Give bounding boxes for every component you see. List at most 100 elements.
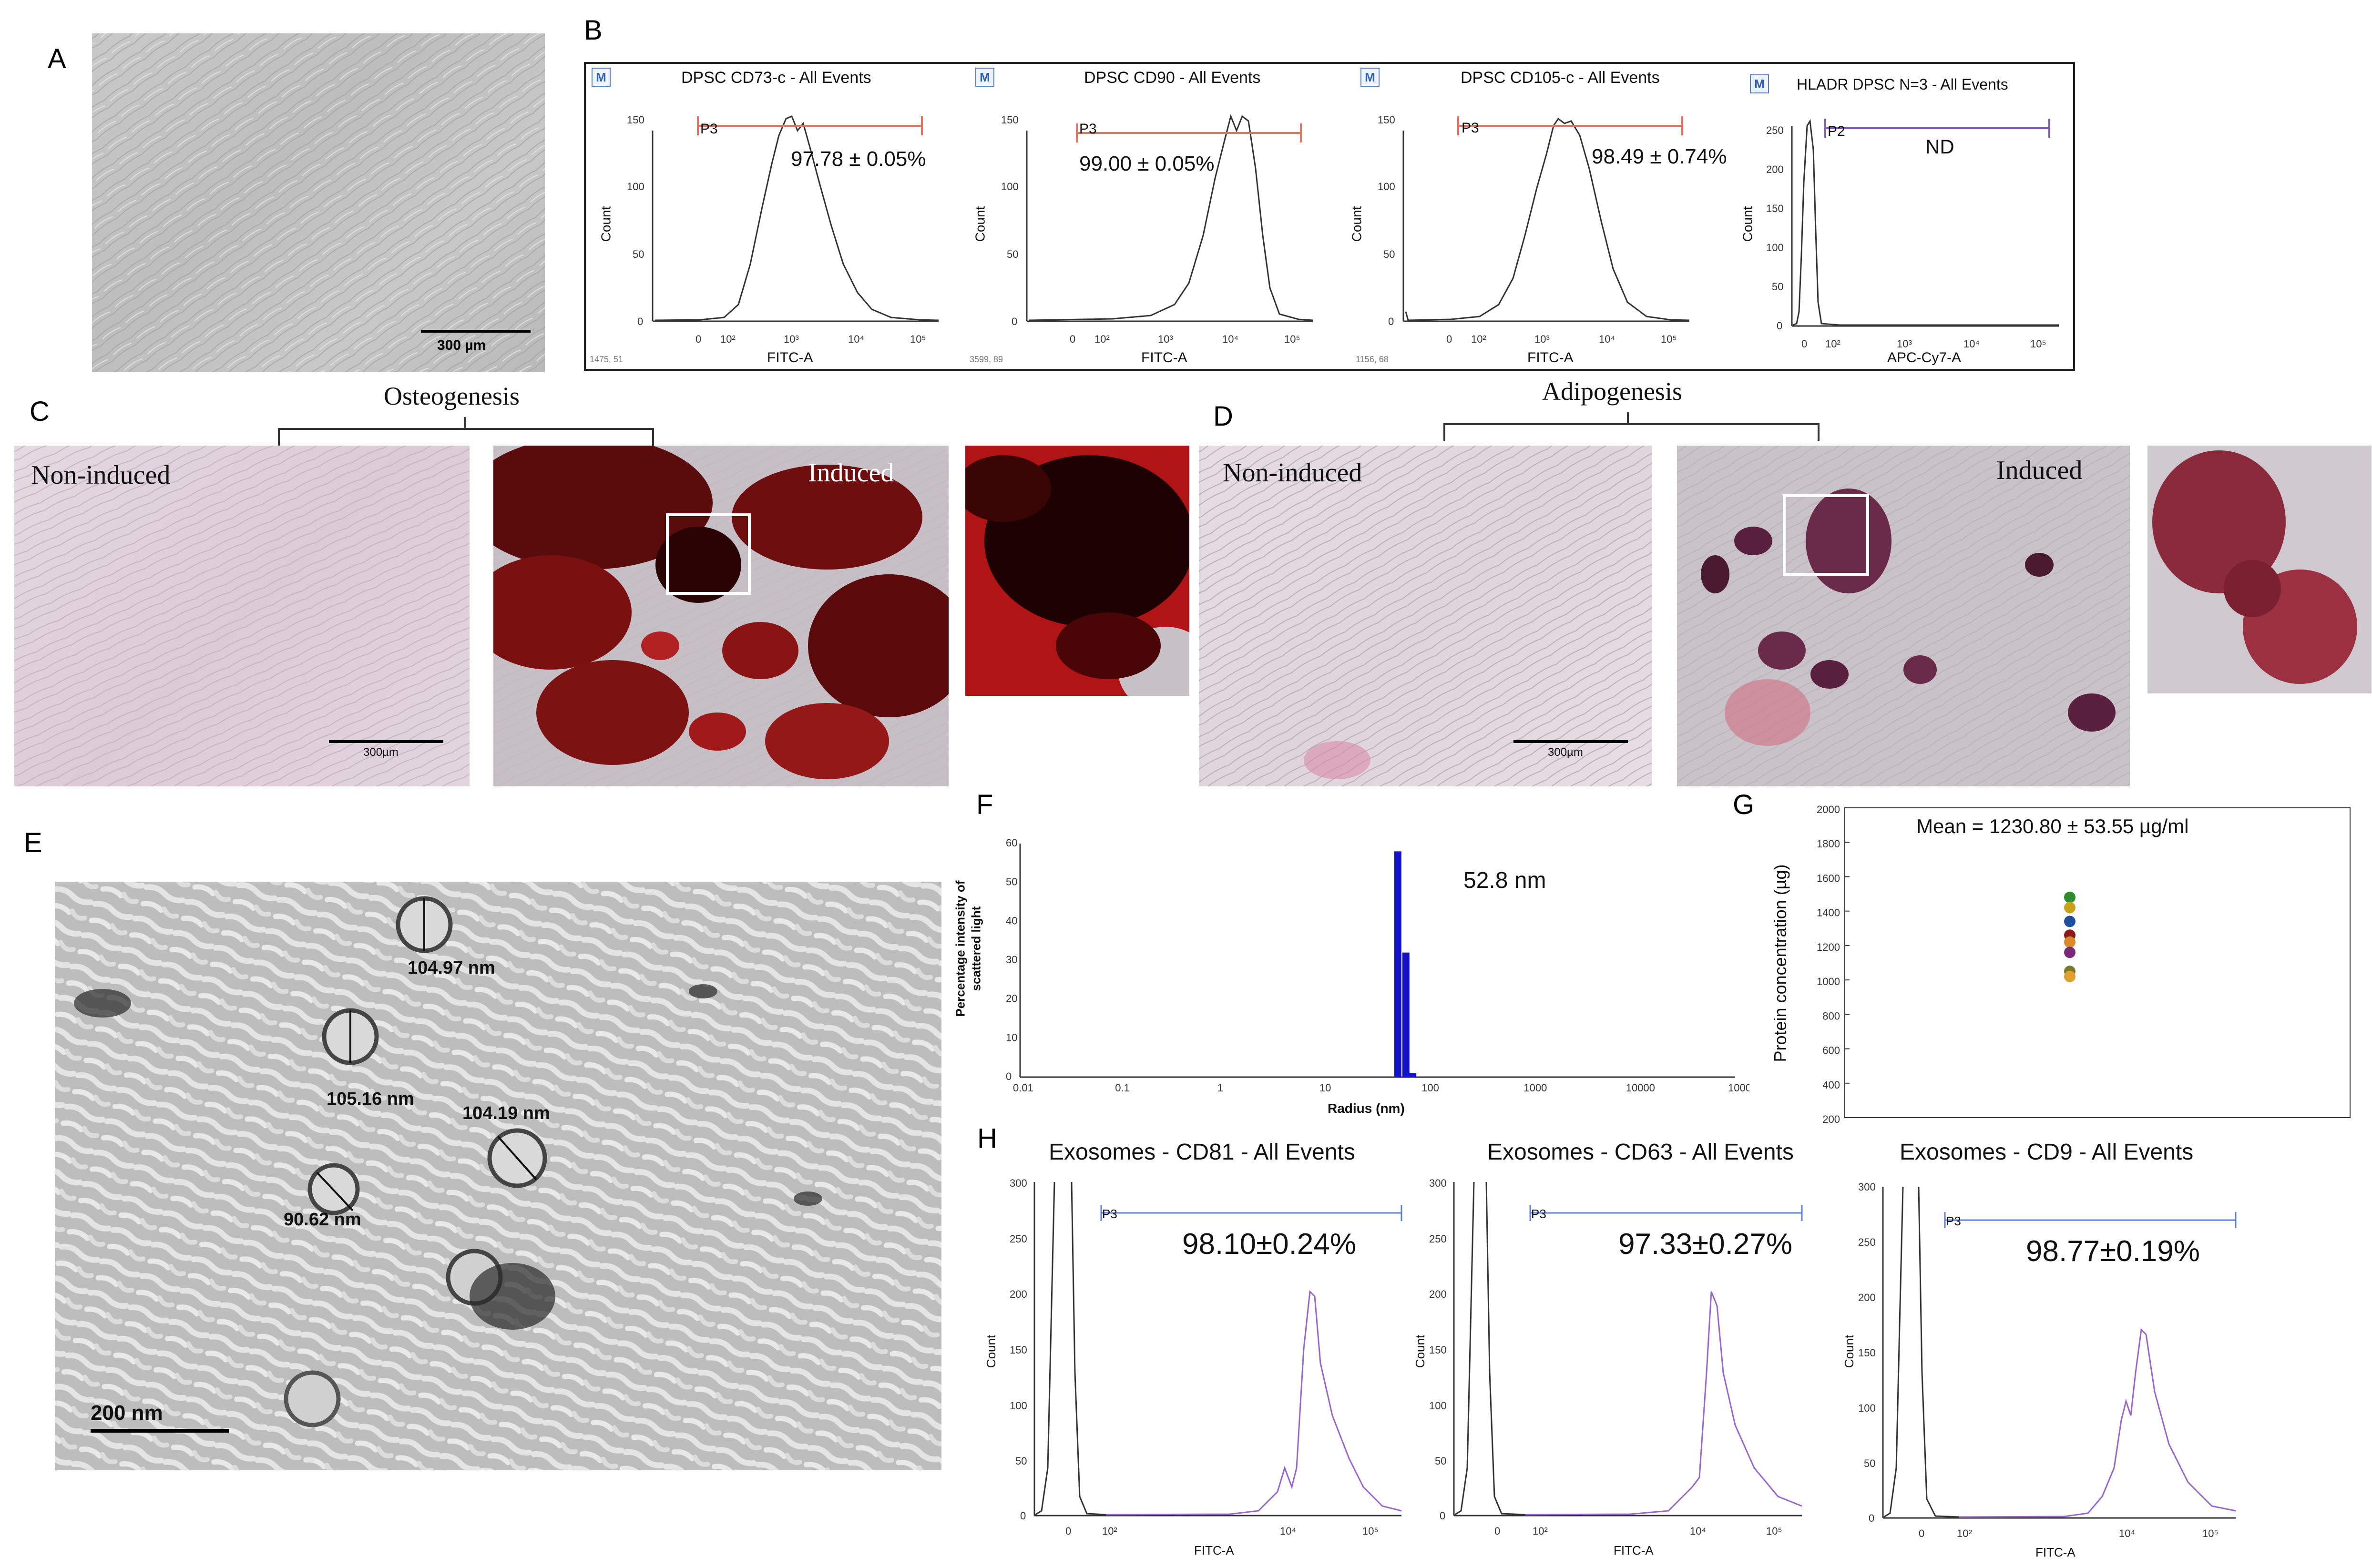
svg-text:250: 250 — [1858, 1236, 1876, 1248]
x-tick-label: 1000 — [1523, 1082, 1547, 1094]
svg-text:50: 50 — [1435, 1455, 1446, 1467]
svg-text:200: 200 — [1858, 1292, 1876, 1303]
percentage-value: ND — [1925, 135, 1954, 158]
measurement-label: 90.62 nm — [284, 1210, 361, 1230]
x-axis-label: FITC-A — [767, 350, 813, 366]
panel-letter-a: A — [48, 43, 66, 74]
x-tick-label: 1 — [1217, 1082, 1223, 1094]
panel-letter-g: G — [1733, 789, 1755, 820]
m-badge-icon: M — [1360, 68, 1380, 87]
svg-text:10²: 10² — [1533, 1525, 1548, 1537]
scale-bar-line — [329, 740, 443, 743]
svg-text:100: 100 — [1378, 181, 1395, 193]
y-tick-label: 60 — [1006, 837, 1017, 849]
flow-plot-cd90: M DPSC CD90 - All Events 0 50 100 150 0 … — [970, 64, 1351, 369]
y-tick-label: 600 — [1822, 1045, 1840, 1057]
svg-text:10⁴: 10⁴ — [1963, 338, 1980, 350]
svg-text:10⁵: 10⁵ — [2202, 1527, 2219, 1539]
footer-text: 3599, 89 — [970, 355, 1003, 364]
svg-text:10⁵: 10⁵ — [1284, 333, 1300, 345]
svg-text:10²: 10² — [1094, 333, 1110, 345]
y-tick-label: 50 — [1006, 876, 1017, 888]
svg-text:100: 100 — [1429, 1400, 1447, 1412]
y-axis-label: Count — [1740, 206, 1755, 242]
svg-text:10³: 10³ — [1158, 333, 1173, 345]
exosome-plot-cd9: Exosomes - CD9 - All Events 0 50 100 150 2… — [1835, 1134, 2312, 1568]
panel-letter-f: F — [976, 789, 993, 820]
svg-text:150: 150 — [1766, 203, 1784, 214]
x-tick: 10³ — [784, 333, 799, 345]
cell-texture — [92, 33, 545, 372]
svg-text:10⁴: 10⁴ — [1599, 333, 1615, 345]
measurement-label: 104.19 nm — [462, 1103, 550, 1123]
dls-bar — [1402, 952, 1410, 1077]
y-tick: 0 — [637, 316, 643, 327]
induced-label: Induced — [1996, 456, 2083, 485]
panel-letter-e: E — [24, 827, 42, 858]
svg-text:100: 100 — [1001, 181, 1019, 193]
zoom-box — [666, 513, 751, 595]
svg-text:10⁴: 10⁴ — [2119, 1527, 2135, 1539]
adipogenesis-title: Adipogenesis — [1542, 377, 1682, 406]
y-axis-label: Count — [1842, 1334, 1857, 1368]
svg-text:100: 100 — [1010, 1400, 1027, 1412]
y-tick-label: 30 — [1006, 954, 1017, 966]
x-tick-label: 10000 — [1626, 1082, 1655, 1094]
svg-text:150: 150 — [1378, 114, 1395, 126]
svg-text:10⁴: 10⁴ — [1690, 1525, 1706, 1537]
svg-text:0: 0 — [1777, 320, 1782, 332]
x-tick-label: 100000 — [1728, 1082, 1749, 1094]
msc-brightfield-image: 300 µm — [92, 33, 545, 372]
data-point — [2064, 936, 2076, 948]
percentage-value: 99.00 ± 0.05% — [1079, 152, 1215, 175]
m-badge-icon: M — [592, 68, 611, 87]
svg-text:10⁵: 10⁵ — [2030, 338, 2046, 350]
svg-text:200: 200 — [1429, 1288, 1447, 1300]
svg-text:10²: 10² — [1102, 1525, 1117, 1537]
non-induced-label: Non-induced — [31, 460, 171, 490]
data-point — [2064, 891, 2076, 903]
osteo-induced-image: Induced — [493, 446, 949, 786]
svg-text:50: 50 — [1864, 1457, 1875, 1469]
svg-text:150: 150 — [1001, 114, 1019, 126]
footer-text: 1156, 68 — [1356, 355, 1389, 364]
plot-title: DPSC CD90 - All Events — [1084, 69, 1261, 87]
plot-title: DPSC CD105-c - All Events — [1461, 69, 1660, 87]
adipo-zoom-image — [2147, 446, 2372, 693]
svg-text:0: 0 — [1070, 333, 1075, 345]
svg-text:0: 0 — [1012, 316, 1017, 327]
data-point — [2064, 970, 2076, 982]
flow-plot-hladr: M HLADR DPSC N=3 - All Events 0 50 100 1… — [1740, 64, 2073, 369]
osteogenesis-bracket — [278, 417, 654, 446]
y-tick-label: 1200 — [1817, 941, 1840, 953]
svg-text:100: 100 — [1766, 242, 1784, 254]
svg-text:100: 100 — [1858, 1402, 1876, 1414]
osteogenesis-title: Osteogenesis — [384, 382, 520, 410]
svg-text:10⁵: 10⁵ — [1661, 333, 1677, 345]
exosome-plot-cd81: Exosomes - CD81 - All Events 0 50 100 150 … — [963, 1134, 1416, 1568]
percentage-value: 98.49 ± 0.74% — [1592, 145, 1727, 168]
y-tick: 100 — [627, 181, 644, 193]
y-axis-label: Protein concentration (µg) — [1770, 864, 1790, 1062]
protein-chart: 200 400 600 800 1000 1200 1400 1600 1800 2000 Mea… — [1764, 801, 2360, 1125]
svg-text:0: 0 — [1446, 333, 1452, 345]
y-tick-label: 800 — [1822, 1010, 1840, 1022]
x-tick: 10⁴ — [848, 333, 864, 345]
plot-title: DPSC CD73-c - All Events — [681, 69, 871, 87]
non-induced-label: Non-induced — [1223, 458, 1362, 488]
tem-exosome-image: 104.97 nm 105.16 nm 104.19 nm 90.62 nm 2… — [55, 882, 941, 1470]
svg-text:50: 50 — [1007, 248, 1018, 260]
svg-text:10³: 10³ — [1534, 333, 1550, 345]
x-axis-label: FITC-A — [2035, 1545, 2076, 1559]
svg-text:10⁵: 10⁵ — [1362, 1525, 1379, 1537]
gate-label: P3 — [1102, 1207, 1117, 1221]
y-axis-label-line2: scattered light — [969, 906, 983, 991]
x-tick-label: 0.01 — [1013, 1082, 1033, 1094]
plot-title: Exosomes - CD63 - All Events — [1487, 1140, 1794, 1165]
svg-text:300: 300 — [1010, 1177, 1027, 1189]
panel-letter-b: B — [584, 15, 603, 46]
gate-label: P3 — [1079, 121, 1097, 137]
flow-plot-cd105: M DPSC CD105-c - All Events 0 50 100 150… — [1349, 64, 1737, 369]
y-tick-label: 0 — [1006, 1070, 1012, 1082]
percentage-value: 97.33±0.27% — [1618, 1228, 1792, 1261]
